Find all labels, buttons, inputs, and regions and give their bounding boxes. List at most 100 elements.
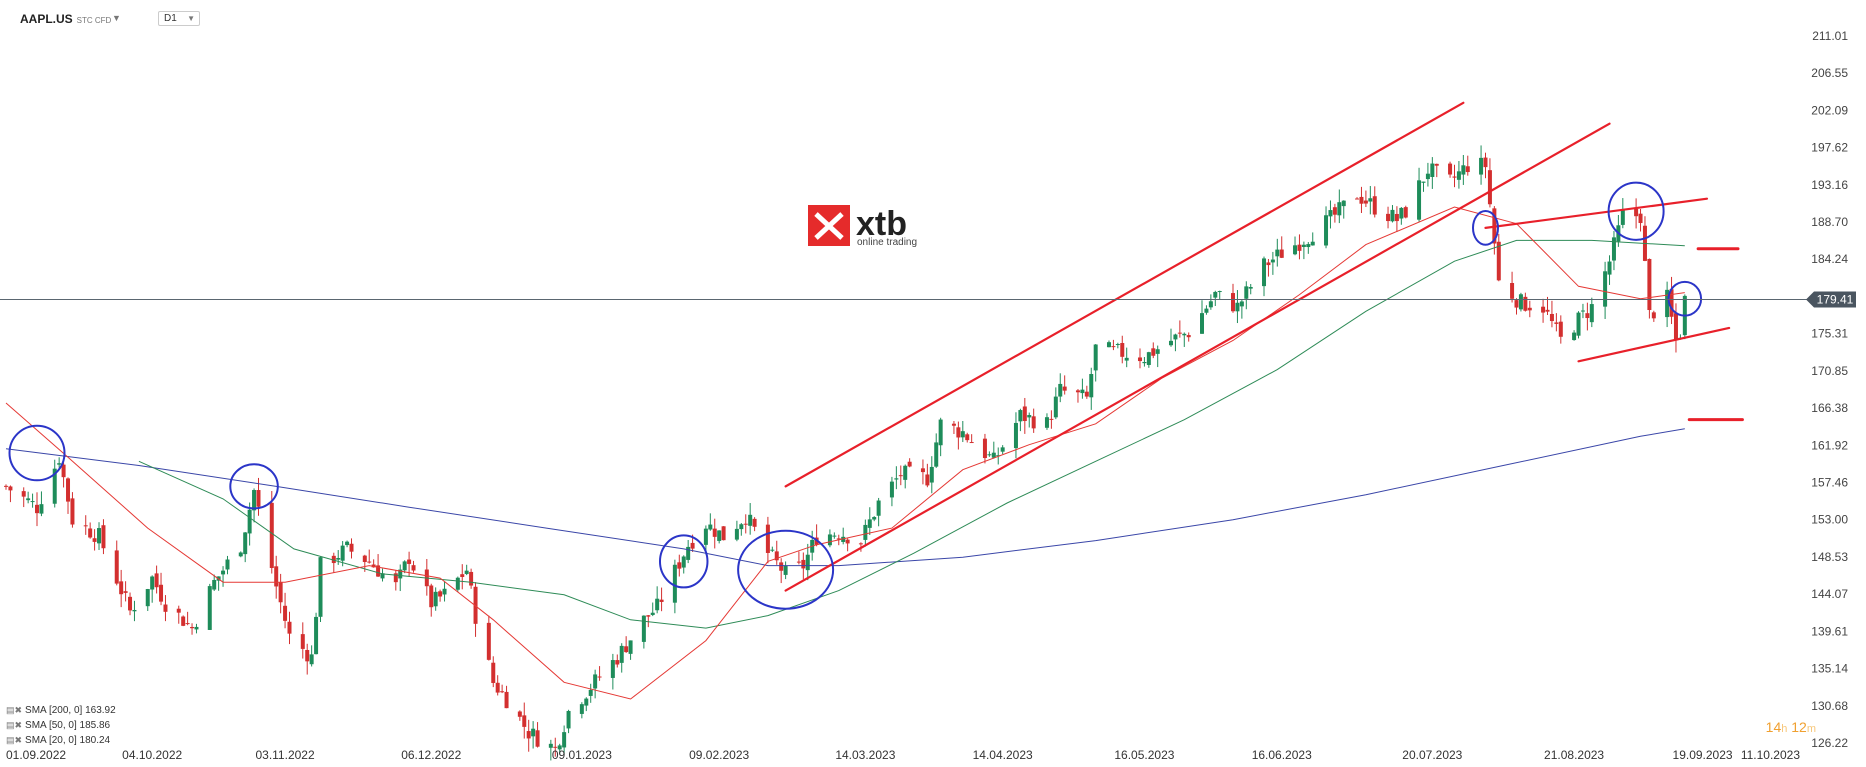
candle-body	[1527, 307, 1532, 311]
candle-body	[1394, 213, 1399, 222]
price-tick-label: 184.24	[1811, 252, 1848, 266]
candle-body	[1018, 410, 1023, 422]
candle-body	[1554, 322, 1559, 324]
candle-body	[92, 538, 97, 542]
candle-body	[969, 442, 974, 444]
candle-body	[1607, 261, 1612, 275]
candle-body	[26, 498, 31, 501]
candle-body	[1075, 390, 1080, 393]
candle-body	[1456, 171, 1461, 180]
symbol-type: STC CFD	[76, 16, 112, 25]
candle-body	[867, 519, 872, 528]
candle-body	[119, 581, 124, 595]
candle-body	[655, 598, 660, 611]
countdown-hours-unit: h	[1781, 723, 1788, 735]
candle-body	[1204, 308, 1209, 313]
highlight-circle	[1471, 209, 1499, 246]
candle-body	[1106, 342, 1111, 348]
candle-body	[1638, 213, 1643, 224]
candle-body	[920, 468, 925, 473]
candle-body	[469, 571, 474, 586]
candle-body	[858, 543, 863, 545]
candle-body	[987, 454, 992, 456]
candle-body	[1514, 300, 1519, 308]
symbol-selector[interactable]: AAPL.US STC CFD	[20, 12, 111, 26]
candle-body	[491, 662, 496, 683]
candle-body	[1549, 313, 1554, 322]
indicator-settings-icon[interactable]: ▤✖	[6, 735, 23, 745]
candle-body	[212, 579, 217, 590]
candle-body	[380, 573, 385, 579]
candle-body	[841, 536, 846, 542]
candle-body	[318, 557, 323, 617]
candle-body	[1270, 259, 1275, 263]
indicator-legend: ▤✖ SMA [200, 0] 163.92 ▤✖ SMA [50, 0] 185.…	[6, 703, 116, 748]
candle-body	[1452, 176, 1457, 178]
candle-body	[743, 523, 748, 525]
candle-body	[1417, 180, 1422, 220]
candle-body	[628, 640, 633, 654]
candle-body	[1124, 357, 1129, 361]
candle-body	[70, 498, 75, 525]
indicator-settings-icon[interactable]: ▤✖	[6, 720, 23, 730]
candle-body	[8, 486, 13, 491]
candle-body	[336, 558, 341, 560]
candle-body	[128, 596, 133, 611]
candle-body	[101, 525, 106, 549]
candle-body	[1390, 209, 1395, 222]
candle-body	[845, 539, 850, 544]
candle-body	[610, 660, 615, 678]
candle-body	[97, 528, 102, 544]
xtb-logo-name: xtb	[856, 205, 907, 243]
candle-body	[1044, 417, 1049, 428]
candle-body	[194, 626, 199, 630]
candle-body	[305, 650, 310, 662]
wedge-upper-trendline	[1484, 197, 1709, 229]
date-tick-label: 14.03.2023	[835, 748, 895, 762]
candle-body	[1647, 258, 1652, 311]
timeframe-selector[interactable]: D1 ▼	[158, 11, 200, 26]
xtb-logo-x-icon	[814, 212, 844, 240]
highlight-circle	[658, 534, 709, 589]
date-tick-label: 06.12.2022	[401, 748, 461, 762]
candle-body	[553, 746, 558, 748]
date-tick-label: 14.04.2023	[973, 748, 1033, 762]
legend-row[interactable]: ▤✖ SMA [200, 0] 163.92	[6, 703, 116, 718]
candle-body	[1000, 447, 1005, 452]
price-tick-label: 188.70	[1811, 215, 1848, 229]
candle-body	[340, 545, 345, 561]
candle-countdown: 14h 12m	[1766, 719, 1816, 735]
candle-body	[185, 623, 190, 625]
price-tick-label: 144.07	[1811, 587, 1848, 601]
candle-body	[1386, 213, 1391, 222]
legend-row[interactable]: ▤✖ SMA [20, 0] 180.24	[6, 733, 116, 748]
symbol-dropdown-icon[interactable]: ▼	[112, 13, 121, 23]
candle-body	[801, 559, 806, 569]
candle-body	[641, 615, 646, 642]
candle-body	[557, 745, 562, 750]
candle-body	[690, 542, 695, 549]
candle-body	[238, 552, 243, 557]
candle-body	[739, 524, 744, 530]
candle-body	[1053, 396, 1058, 418]
candle-body	[411, 565, 416, 571]
candle-body	[562, 732, 567, 748]
candle-body	[1089, 374, 1094, 398]
candle-body	[504, 691, 509, 709]
candle-body	[256, 490, 261, 507]
candle-body	[66, 478, 71, 502]
candle-body	[367, 561, 372, 563]
candle-body	[1062, 386, 1067, 391]
candle-body	[894, 478, 899, 480]
candle-body	[956, 427, 961, 438]
price-tick-label: 211.01	[1812, 29, 1848, 43]
candle-body	[982, 438, 987, 459]
candle-body	[349, 543, 354, 552]
legend-row[interactable]: ▤✖ SMA [50, 0] 185.86	[6, 718, 116, 733]
candle-body	[1403, 207, 1408, 218]
candle-body	[898, 475, 903, 477]
candle-body	[1558, 321, 1563, 337]
indicator-settings-icon[interactable]: ▤✖	[6, 705, 23, 715]
candle-body	[1399, 207, 1404, 219]
